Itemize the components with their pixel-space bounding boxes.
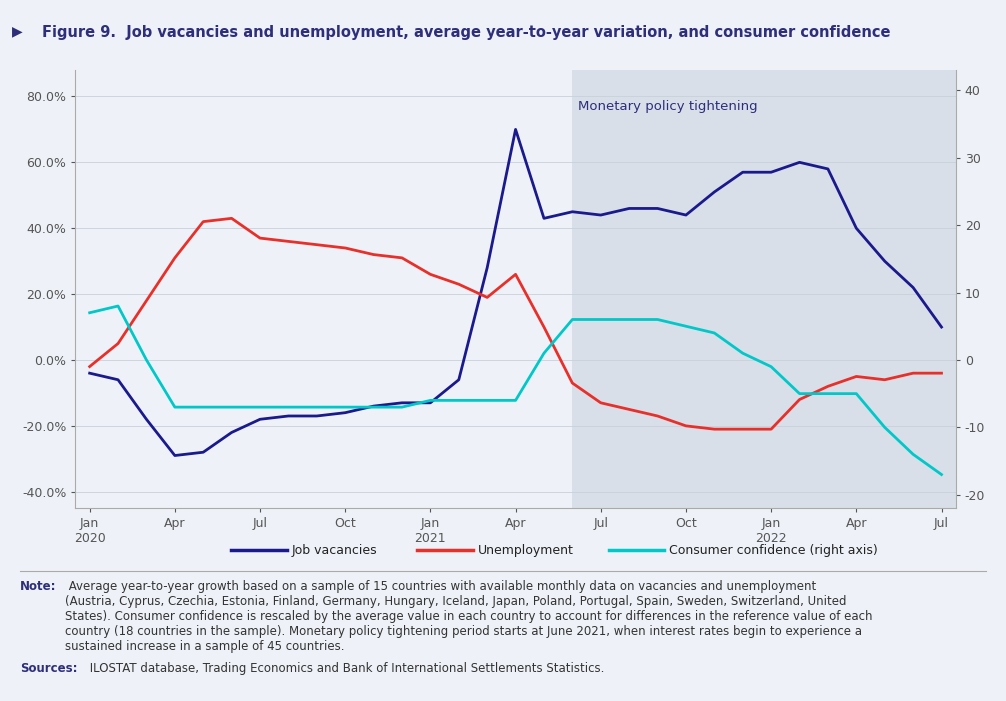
Text: Figure 9.  Job vacancies and unemployment, average year-to-year variation, and c: Figure 9. Job vacancies and unemployment… <box>42 25 890 39</box>
Text: Sources:: Sources: <box>20 662 77 676</box>
Text: Average year-to-year growth based on a sample of 15 countries with available mon: Average year-to-year growth based on a s… <box>65 580 873 653</box>
Bar <box>572 70 956 508</box>
Text: Monetary policy tightening: Monetary policy tightening <box>578 100 758 113</box>
Text: Unemployment: Unemployment <box>478 544 573 557</box>
Text: ▶: ▶ <box>12 25 23 39</box>
Text: Note:: Note: <box>20 580 56 594</box>
Text: ILOSTAT database, Trading Economics and Bank of International Settlements Statis: ILOSTAT database, Trading Economics and … <box>86 662 604 676</box>
Text: Consumer confidence (right axis): Consumer confidence (right axis) <box>669 544 878 557</box>
Text: Job vacancies: Job vacancies <box>292 544 377 557</box>
